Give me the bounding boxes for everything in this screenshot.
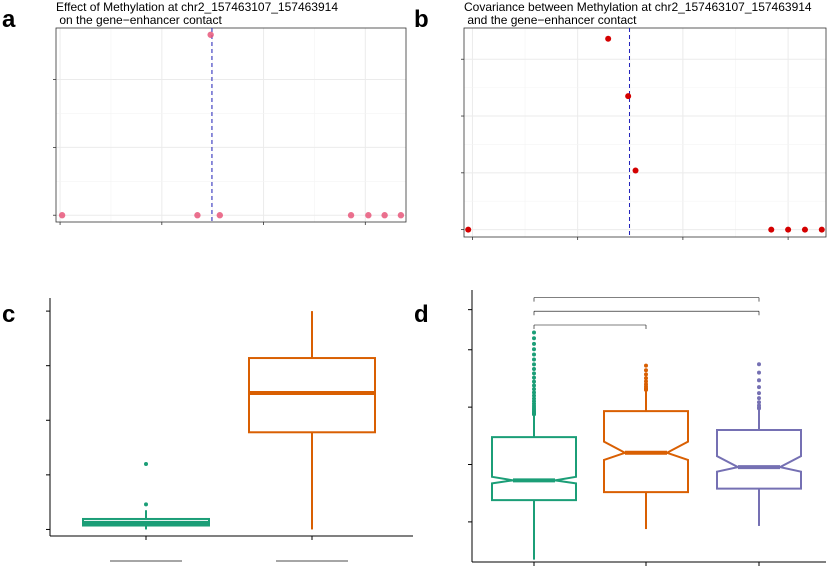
notched-box: [716, 428, 802, 490]
outlier-point: [644, 363, 648, 368]
outlier-point: [532, 357, 536, 362]
panel-a-title-line2: on the gene−enhancer contact: [56, 13, 222, 27]
outlier-point: [757, 400, 761, 405]
outlier-point: [757, 385, 761, 390]
outlier-point: [532, 375, 536, 380]
outlier-point: [532, 347, 536, 352]
outlier-point: [532, 387, 536, 392]
data-point: [207, 31, 214, 38]
outlier-point: [532, 396, 536, 401]
outlier-point: [144, 502, 148, 507]
outlier-point: [532, 371, 536, 376]
outlier-point: [757, 362, 761, 367]
plot-frame: [463, 27, 827, 238]
data-point: [365, 212, 372, 219]
outlier-point: [532, 393, 536, 398]
data-point: [397, 212, 405, 219]
outlier-point: [532, 390, 536, 395]
outlier-point: [757, 391, 761, 396]
outlier-point: [144, 461, 148, 466]
data-point: [381, 212, 388, 219]
data-point: [465, 226, 472, 233]
outlier-point: [644, 368, 648, 373]
outlier-point: [532, 336, 536, 341]
box: [248, 357, 376, 434]
panel-d-boxplot: [468, 290, 826, 566]
outlier-point: [532, 352, 536, 357]
panel-letter-d: d: [414, 301, 429, 328]
data-point: [818, 226, 825, 233]
outlier-point: [532, 341, 536, 346]
data-point: [768, 226, 775, 233]
outlier-point: [532, 367, 536, 372]
panel-b-title-line2: and the gene−enhancer contact: [464, 13, 637, 27]
panel-letter-a: a: [2, 6, 16, 33]
outlier-point: [757, 403, 761, 408]
panel-c-boxplot: [46, 298, 413, 562]
panel-b-title-line1: Covariance between Methylation at chr2_1…: [464, 0, 812, 14]
outlier-point: [532, 362, 536, 367]
data-point: [216, 212, 224, 219]
plot-frame: [55, 27, 407, 223]
outlier-point: [532, 383, 536, 388]
outlier-point: [757, 370, 761, 375]
panel-a-title-line1: Effect of Methylation at chr2_157463107_…: [56, 0, 338, 14]
outlier-point: [757, 396, 761, 401]
panel-a-scatter: [53, 27, 407, 225]
notched-box: [491, 436, 577, 502]
panel-b-scatter: [461, 27, 827, 240]
data-point: [347, 212, 355, 219]
outlier-point: [644, 376, 648, 381]
outlier-point: [757, 378, 761, 383]
data-point: [194, 212, 201, 219]
data-point: [605, 35, 612, 42]
panel-letter-b: b: [414, 6, 429, 33]
outlier-point: [644, 372, 648, 377]
data-point: [801, 226, 808, 233]
outlier-point: [532, 330, 536, 335]
data-point: [58, 212, 66, 219]
data-point: [625, 93, 632, 100]
outlier-point: [644, 382, 648, 387]
data-point: [632, 167, 639, 174]
panel-letter-c: c: [2, 301, 15, 328]
data-point: [785, 226, 792, 233]
outlier-point: [644, 379, 648, 384]
outlier-point: [532, 379, 536, 384]
